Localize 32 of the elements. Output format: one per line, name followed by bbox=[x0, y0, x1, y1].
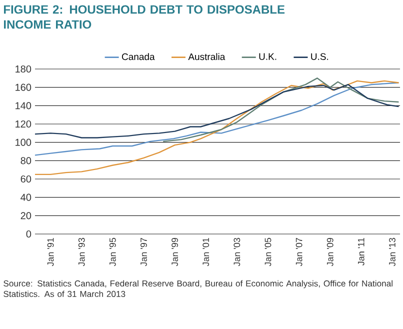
y-tick-label: 160 bbox=[16, 84, 32, 91]
line-series bbox=[34, 84, 400, 138]
y-tick-label: 60 bbox=[20, 175, 32, 183]
x-tick-label: Jan '03 bbox=[234, 238, 240, 266]
chart-title: FIGURE 2: HOUSEHOLD DEBT TO DISPOSABLE INCOME RATIO bbox=[4, 5, 285, 29]
line-series bbox=[34, 80, 400, 176]
x-tick-label: Jan '07 bbox=[296, 238, 302, 266]
x-tick-label: Jan '05 bbox=[264, 238, 272, 266]
legend-label: Australia bbox=[188, 53, 226, 60]
legend-label: U.K. bbox=[259, 53, 276, 60]
x-tick-label: Jan '95 bbox=[109, 238, 116, 266]
x-tick-label: Jan '91 bbox=[47, 238, 54, 266]
line-series bbox=[34, 82, 400, 156]
y-tick-label: 80 bbox=[20, 157, 32, 164]
y-tick-label: 120 bbox=[16, 120, 32, 128]
y-tick-label: 0 bbox=[26, 230, 32, 238]
x-tick-label: Jan '97 bbox=[140, 238, 147, 266]
y-tick-label: 180 bbox=[16, 65, 32, 73]
x-tick-label: Jan '11 bbox=[358, 238, 364, 266]
x-tick-label: Jan '09 bbox=[326, 238, 334, 266]
x-tick-label: Jan '93 bbox=[78, 238, 85, 266]
legend-label: U.S. bbox=[311, 53, 328, 60]
y-tick-label: 20 bbox=[20, 212, 32, 220]
y-tick-label: 40 bbox=[20, 194, 32, 201]
x-tick-label: Jan '01 bbox=[202, 238, 210, 266]
x-tick-label: Jan '13 bbox=[389, 238, 396, 266]
y-tick-label: 100 bbox=[16, 138, 32, 146]
y-tick-label: 140 bbox=[16, 102, 32, 110]
x-tick-label: Jan '99 bbox=[172, 238, 178, 266]
legend-label: Canada bbox=[122, 53, 155, 60]
line-series bbox=[162, 78, 400, 142]
source-note: Source: Statistics Canada, Federal Reserve Board, Bureau of Economic Analysis, Office for National Statistics. As of 31 March 2013 bbox=[4, 280, 392, 298]
